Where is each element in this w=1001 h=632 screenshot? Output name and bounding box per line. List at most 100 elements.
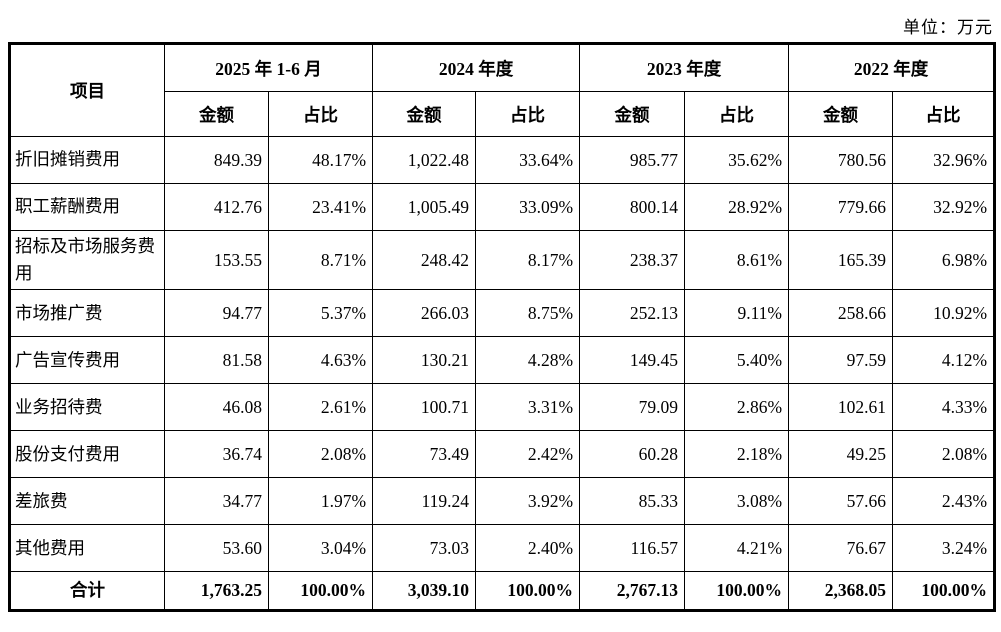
amount-cell: 412.76	[164, 183, 269, 231]
amount-cell: 1,022.48	[372, 136, 477, 184]
header-amount: 金额	[788, 91, 894, 137]
row-label: 股份支付费用	[9, 430, 165, 479]
ratio-cell: 5.40%	[684, 336, 790, 385]
amount-cell: 153.55	[164, 229, 269, 291]
table-row: 其他费用 53.60 3.04% 73.03 2.40% 116.57 4.21% 76.67…	[9, 524, 996, 573]
ratio-cell: 9.11%	[684, 289, 790, 338]
header-period-2024: 2024 年度	[372, 43, 581, 92]
ratio-cell: 4.63%	[267, 336, 374, 385]
ratio-cell: 32.92%	[892, 183, 996, 231]
amount-cell: 119.24	[372, 477, 477, 526]
ratio-cell: 2.43%	[892, 477, 996, 526]
ratio-cell: 3.24%	[892, 524, 996, 573]
amount-cell: 73.03	[372, 524, 477, 573]
ratio-cell: 100.00%	[892, 571, 996, 612]
ratio-cell: 8.61%	[684, 229, 790, 291]
header-amount: 金额	[164, 91, 269, 137]
amount-cell: 2,767.13	[579, 571, 686, 612]
amount-cell: 252.13	[579, 289, 686, 338]
header-amount: 金额	[372, 91, 477, 137]
amount-cell: 100.71	[372, 383, 477, 432]
ratio-cell: 3.31%	[475, 383, 581, 432]
ratio-cell: 10.92%	[892, 289, 996, 338]
ratio-cell: 35.62%	[684, 136, 790, 184]
row-label: 招标及市场服务费用	[9, 229, 165, 291]
table-row: 股份支付费用 36.74 2.08% 73.49 2.42% 60.28 2.18% 49.2…	[9, 430, 996, 479]
amount-cell: 79.09	[579, 383, 686, 432]
table-row: 职工薪酬费用 412.76 23.41% 1,005.49 33.09% 800.14 28…	[9, 183, 996, 231]
table-row: 差旅费 34.77 1.97% 119.24 3.92% 85.33 3.08% 57.66 2…	[9, 477, 996, 526]
amount-cell: 779.66	[788, 183, 894, 231]
subheader-row: 金额 占比 金额 占比 金额 占比 金额 占比	[10, 91, 996, 137]
amount-cell: 849.39	[164, 136, 269, 184]
amount-cell: 46.08	[164, 383, 269, 432]
table-row: 广告宣传费用 81.58 4.63% 130.21 4.28% 149.45 5.40% 97…	[9, 336, 996, 385]
ratio-cell: 2.42%	[475, 430, 581, 479]
ratio-cell: 3.08%	[684, 477, 790, 526]
ratio-cell: 33.09%	[475, 183, 581, 231]
amount-cell: 34.77	[164, 477, 269, 526]
ratio-cell: 100.00%	[267, 571, 374, 612]
ratio-cell: 3.92%	[475, 477, 581, 526]
ratio-cell: 32.96%	[892, 136, 996, 184]
ratio-cell: 3.04%	[267, 524, 374, 573]
row-label: 市场推广费	[9, 289, 165, 338]
amount-cell: 238.37	[579, 229, 686, 291]
ratio-cell: 100.00%	[475, 571, 581, 612]
amount-cell: 985.77	[579, 136, 686, 184]
ratio-cell: 2.61%	[267, 383, 374, 432]
ratio-cell: 6.98%	[892, 229, 996, 291]
ratio-cell: 4.33%	[892, 383, 996, 432]
header-item: 项目	[9, 43, 165, 137]
table-row: 折旧摊销费用 849.39 48.17% 1,022.48 33.64% 985.77 35…	[9, 136, 996, 184]
ratio-cell: 5.37%	[267, 289, 374, 338]
amount-cell: 149.45	[579, 336, 686, 385]
ratio-cell: 4.21%	[684, 524, 790, 573]
header-amount: 金额	[579, 91, 686, 137]
amount-cell: 97.59	[788, 336, 894, 385]
amount-cell: 248.42	[372, 229, 477, 291]
amount-cell: 49.25	[788, 430, 894, 479]
amount-cell: 116.57	[579, 524, 686, 573]
ratio-cell: 33.64%	[475, 136, 581, 184]
header-ratio: 占比	[475, 91, 581, 137]
header-ratio: 占比	[684, 91, 790, 137]
header-period-2022: 2022 年度	[788, 43, 996, 92]
ratio-cell: 2.08%	[267, 430, 374, 479]
amount-cell: 130.21	[372, 336, 477, 385]
ratio-cell: 48.17%	[267, 136, 374, 184]
total-label: 合计	[9, 571, 165, 612]
table-header: 项目 2025 年 1-6 月 2024 年度 2023 年度 2022 年度 …	[9, 43, 996, 137]
amount-cell: 57.66	[788, 477, 894, 526]
amount-cell: 76.67	[788, 524, 894, 573]
ratio-cell: 4.12%	[892, 336, 996, 385]
ratio-cell: 1.97%	[267, 477, 374, 526]
total-row: 合计 1,763.25 100.00% 3,039.10 100.00% 2,767.13…	[9, 571, 996, 612]
unit-label: 单位：万元	[903, 18, 993, 37]
ratio-cell: 2.08%	[892, 430, 996, 479]
amount-cell: 73.49	[372, 430, 477, 479]
amount-cell: 53.60	[164, 524, 269, 573]
table-row: 招标及市场服务费用 153.55 8.71% 248.42 8.17% 238.37 8.6…	[9, 229, 996, 291]
ratio-cell: 2.18%	[684, 430, 790, 479]
amount-cell: 3,039.10	[372, 571, 477, 612]
amount-cell: 165.39	[788, 229, 894, 291]
ratio-cell: 8.17%	[475, 229, 581, 291]
amount-cell: 85.33	[579, 477, 686, 526]
ratio-cell: 2.86%	[684, 383, 790, 432]
amount-cell: 94.77	[164, 289, 269, 338]
amount-cell: 780.56	[788, 136, 894, 184]
table-row: 业务招待费 46.08 2.61% 100.71 3.31% 79.09 2.86% 102.…	[9, 383, 996, 432]
row-label: 业务招待费	[9, 383, 165, 432]
header-period-2023: 2023 年度	[579, 43, 790, 92]
header-period-2025h1: 2025 年 1-6 月	[163, 43, 374, 92]
amount-cell: 81.58	[164, 336, 269, 385]
amount-cell: 60.28	[579, 430, 686, 479]
period-header-row: 项目 2025 年 1-6 月 2024 年度 2023 年度 2022 年度	[9, 43, 996, 137]
ratio-cell: 2.40%	[475, 524, 581, 573]
amount-cell: 1,763.25	[164, 571, 269, 612]
table-row: 市场推广费 94.77 5.37% 266.03 8.75% 252.13 9.11% 258…	[9, 289, 996, 338]
header-ratio: 占比	[892, 91, 996, 137]
ratio-cell: 8.71%	[267, 229, 374, 291]
amount-cell: 1,005.49	[372, 183, 477, 231]
